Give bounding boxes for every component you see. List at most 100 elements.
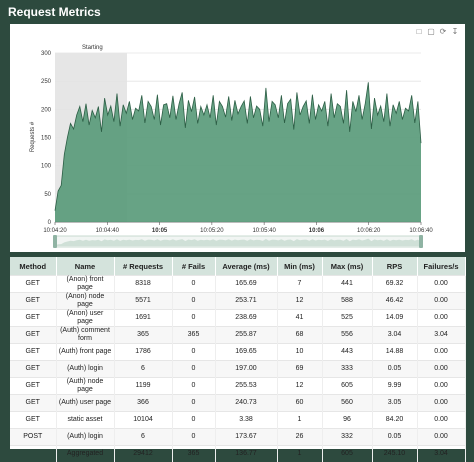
table-cell: 5571 — [114, 293, 172, 310]
table-cell: 6 — [114, 429, 172, 446]
table-cell: (Anon) node page — [56, 293, 114, 310]
table-cell: 169.65 — [215, 344, 277, 361]
table-cell: 441 — [322, 276, 372, 293]
column-header[interactable]: Failures/s — [417, 257, 465, 276]
column-header[interactable]: Method — [10, 257, 56, 276]
x-tick-label: 10:04:40 — [96, 228, 120, 234]
table-cell: (Anon) user page — [56, 310, 114, 327]
datazoom-handle-left[interactable] — [53, 235, 57, 248]
table-cell: 197.00 — [215, 361, 277, 378]
table-cell: (Auth) login — [56, 361, 114, 378]
table-cell: 365 — [172, 327, 215, 344]
table-cell: (Auth) node page — [56, 378, 114, 395]
table-cell: GET — [10, 310, 56, 327]
table-cell: 253.71 — [215, 293, 277, 310]
table-cell: 0 — [172, 361, 215, 378]
table-cell: (Auth) comment form — [56, 327, 114, 344]
column-header[interactable]: Average (ms) — [215, 257, 277, 276]
table-cell: 12 — [277, 293, 322, 310]
y-tick-label: 150 — [41, 136, 52, 142]
table-cell: GET — [10, 327, 56, 344]
table-cell: 0.00 — [417, 361, 465, 378]
table-cell: 365 — [114, 327, 172, 344]
table-cell: 68 — [277, 327, 322, 344]
table-cell: 0 — [172, 344, 215, 361]
table-cell: 605 — [322, 446, 372, 462]
table-cell: 0 — [172, 276, 215, 293]
table-cell: 0 — [172, 429, 215, 446]
table-cell: 255.53 — [215, 378, 277, 395]
page-title: Request Metrics — [8, 5, 101, 19]
zoom-reset-icon[interactable]: ▢ — [427, 28, 435, 36]
table-cell — [10, 446, 56, 462]
x-tick-label: 10:06:40 — [409, 228, 433, 234]
table-cell: 3.38 — [215, 412, 277, 429]
table-cell: 1786 — [114, 344, 172, 361]
table-cell: Aggregated — [56, 446, 114, 462]
table-cell: 6 — [114, 361, 172, 378]
zoom-icon[interactable]: □ — [415, 28, 423, 36]
table-cell: 0 — [172, 293, 215, 310]
x-tick-label: 10:05:20 — [200, 228, 224, 234]
save-icon[interactable]: ↧ — [451, 28, 459, 36]
table-cell: 0.00 — [417, 412, 465, 429]
column-header[interactable]: Max (ms) — [322, 257, 372, 276]
table-cell: 0.05 — [372, 429, 417, 446]
table-cell: 12 — [277, 378, 322, 395]
table-cell: GET — [10, 378, 56, 395]
x-tick-label: 10:06 — [309, 228, 325, 234]
table-cell: 0 — [172, 395, 215, 412]
column-header[interactable]: # Requests — [114, 257, 172, 276]
table-cell: 365 — [172, 446, 215, 462]
table-cell: 10104 — [114, 412, 172, 429]
table-cell: 525 — [322, 310, 372, 327]
table-cell: (Auth) user page — [56, 395, 114, 412]
table-cell: 9.99 — [372, 378, 417, 395]
datazoom-handle-right[interactable] — [419, 235, 423, 248]
table-cell: GET — [10, 344, 56, 361]
table-cell: 0.00 — [417, 395, 465, 412]
table-cell: static asset — [56, 412, 114, 429]
table-cell: 10 — [277, 344, 322, 361]
table-cell: 0 — [172, 412, 215, 429]
x-tick-label: 10:05 — [152, 228, 168, 234]
table-cell: GET — [10, 361, 56, 378]
column-header[interactable]: RPS — [372, 257, 417, 276]
column-header[interactable]: # Fails — [172, 257, 215, 276]
table-cell: 41 — [277, 310, 322, 327]
restore-icon[interactable]: ⟳ — [439, 28, 447, 36]
starting-mark-label: Starting — [82, 45, 103, 51]
table-cell: (Auth) front page — [56, 344, 114, 361]
column-header[interactable]: Min (ms) — [277, 257, 322, 276]
table-cell: 173.67 — [215, 429, 277, 446]
table-cell: 7 — [277, 276, 322, 293]
column-header[interactable]: Name — [56, 257, 114, 276]
table-cell: 1 — [277, 446, 322, 462]
table-cell: GET — [10, 412, 56, 429]
table-cell: 245.10 — [372, 446, 417, 462]
y-tick-label: 0 — [48, 220, 52, 226]
table-cell: 0.05 — [372, 361, 417, 378]
y-tick-label: 250 — [41, 79, 52, 85]
table-cell: 0.00 — [417, 344, 465, 361]
datazoom-slider[interactable] — [53, 235, 423, 248]
table-cell: GET — [10, 293, 56, 310]
table-cell: 443 — [322, 344, 372, 361]
table-cell: 238.69 — [215, 310, 277, 327]
table-cell: 69.32 — [372, 276, 417, 293]
table-cell: 26 — [277, 429, 322, 446]
table-cell: 3.04 — [417, 327, 465, 344]
